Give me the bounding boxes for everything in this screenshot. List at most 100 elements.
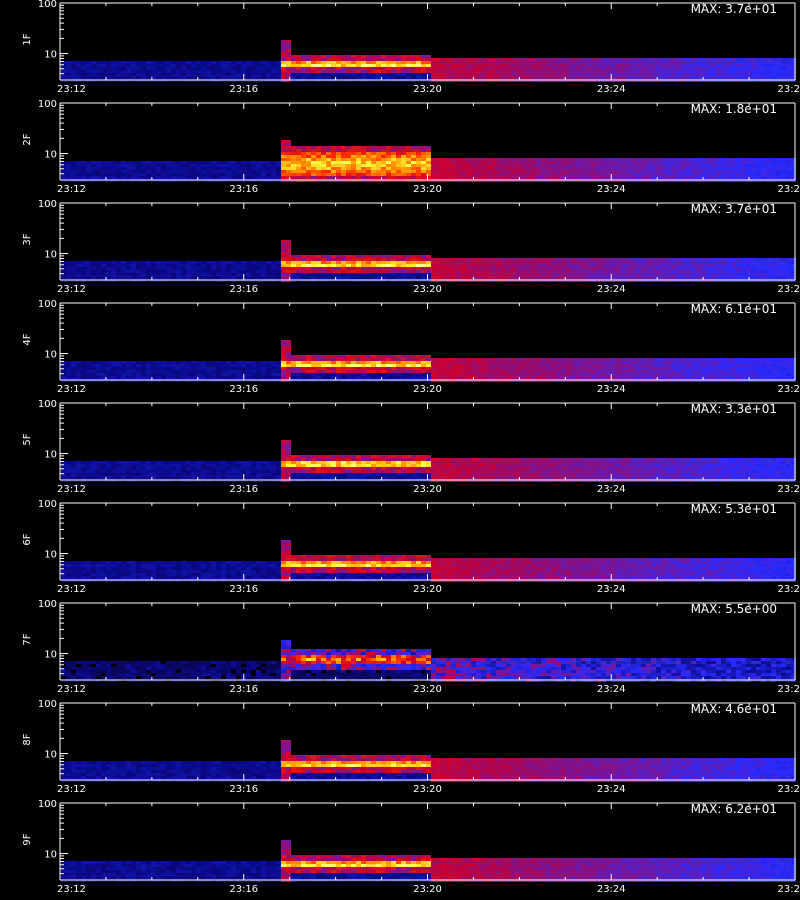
heatmap-cell — [521, 58, 526, 61]
heatmap-cell — [66, 270, 71, 273]
heatmap-cell — [176, 64, 181, 67]
heatmap-cell — [621, 261, 626, 264]
heatmap-cell — [196, 367, 201, 370]
heatmap-cell — [141, 370, 146, 373]
heatmap-cell — [511, 176, 516, 179]
heatmap-cell — [431, 61, 436, 64]
heatmap-cell — [136, 270, 141, 273]
heatmap-cell — [71, 264, 76, 267]
heatmap-cell — [91, 70, 96, 73]
heatmap-cell — [61, 64, 66, 67]
heatmap-cell — [496, 276, 501, 279]
heatmap-cell — [146, 161, 151, 164]
heatmap-cell — [736, 276, 741, 279]
heatmap-cell — [716, 258, 721, 261]
heatmap-cell — [441, 261, 446, 264]
heatmap-cell — [216, 61, 221, 64]
heatmap-cell — [331, 264, 336, 267]
heatmap-cell — [421, 73, 426, 76]
heatmap-cell — [436, 264, 441, 267]
heatmap-cell — [751, 276, 756, 279]
heatmap-cell — [276, 261, 281, 264]
heatmap-cell — [791, 270, 796, 273]
heatmap-cell — [431, 158, 436, 161]
heatmap-cell — [311, 58, 316, 61]
heatmap-cell — [301, 152, 306, 155]
heatmap-cell — [281, 173, 286, 176]
heatmap-cell — [326, 370, 331, 373]
heatmap-cell — [391, 370, 396, 373]
heatmap-cell — [741, 270, 746, 273]
heatmap-cell — [306, 370, 311, 373]
heatmap-cell — [601, 361, 606, 364]
heatmap-cell — [716, 261, 721, 264]
heatmap-cell — [366, 273, 371, 276]
heatmap-cell — [171, 270, 176, 273]
heatmap-cell — [206, 70, 211, 73]
heatmap-cell — [646, 264, 651, 267]
heatmap-cell — [346, 161, 351, 164]
heatmap-cell — [356, 264, 361, 267]
heatmap-cell — [371, 158, 376, 161]
heatmap-cell — [306, 173, 311, 176]
heatmap-cell — [291, 364, 296, 367]
heatmap-cell — [521, 176, 526, 179]
heatmap-cell — [431, 70, 436, 73]
heatmap-cell — [521, 373, 526, 376]
heatmap-cell — [776, 261, 781, 264]
heatmap-cell — [376, 370, 381, 373]
heatmap-cell — [256, 367, 261, 370]
heatmap-cell — [426, 364, 431, 367]
heatmap-cell — [361, 152, 366, 155]
heatmap-cell — [321, 161, 326, 164]
heatmap-cell — [556, 161, 561, 164]
heatmap-cell — [276, 370, 281, 373]
heatmap-cell — [71, 67, 76, 70]
heatmap-cell — [601, 267, 606, 270]
heatmap-cell — [396, 255, 401, 258]
heatmap-cell — [646, 270, 651, 273]
heatmap-cell — [121, 64, 126, 67]
heatmap-cell — [301, 167, 306, 170]
heatmap-cell — [376, 267, 381, 270]
heatmap-cell — [321, 361, 326, 364]
y-tick-label: 100 — [38, 199, 57, 210]
heatmap-cell — [361, 258, 366, 261]
heatmap-cell — [596, 373, 601, 376]
heatmap-cell — [261, 176, 266, 179]
heatmap-cell — [341, 276, 346, 279]
heatmap-cell — [491, 64, 496, 67]
heatmap-cell — [586, 267, 591, 270]
heatmap-cell — [531, 73, 536, 76]
heatmap-cell — [736, 61, 741, 64]
heatmap-cell — [656, 164, 661, 167]
heatmap-cell — [601, 273, 606, 276]
heatmap-cell — [141, 373, 146, 376]
heatmap-cell — [766, 267, 771, 270]
heatmap-cell — [76, 167, 81, 170]
heatmap-cell — [76, 61, 81, 64]
heatmap-cell — [366, 67, 371, 70]
heatmap-cell — [561, 67, 566, 70]
heatmap-cell — [696, 273, 701, 276]
heatmap-cell — [66, 273, 71, 276]
heatmap-cell — [526, 61, 531, 64]
heatmap-cell — [661, 73, 666, 76]
heatmap-cell — [351, 164, 356, 167]
heatmap-cell — [371, 361, 376, 364]
heatmap-cell — [536, 76, 541, 79]
heatmap-cell — [426, 273, 431, 276]
heatmap-cell — [776, 161, 781, 164]
heatmap-cell — [431, 67, 436, 70]
heatmap-cell — [686, 173, 691, 176]
heatmap-cell — [171, 73, 176, 76]
heatmap-cell — [506, 358, 511, 361]
heatmap-cell — [226, 273, 231, 276]
heatmap-cell — [106, 367, 111, 370]
heatmap-cell — [656, 158, 661, 161]
heatmap-cell — [401, 255, 406, 258]
heatmap-cell — [191, 61, 196, 64]
heatmap-cell — [371, 273, 376, 276]
heatmap-cell — [611, 373, 616, 376]
heatmap-cell — [86, 364, 91, 367]
